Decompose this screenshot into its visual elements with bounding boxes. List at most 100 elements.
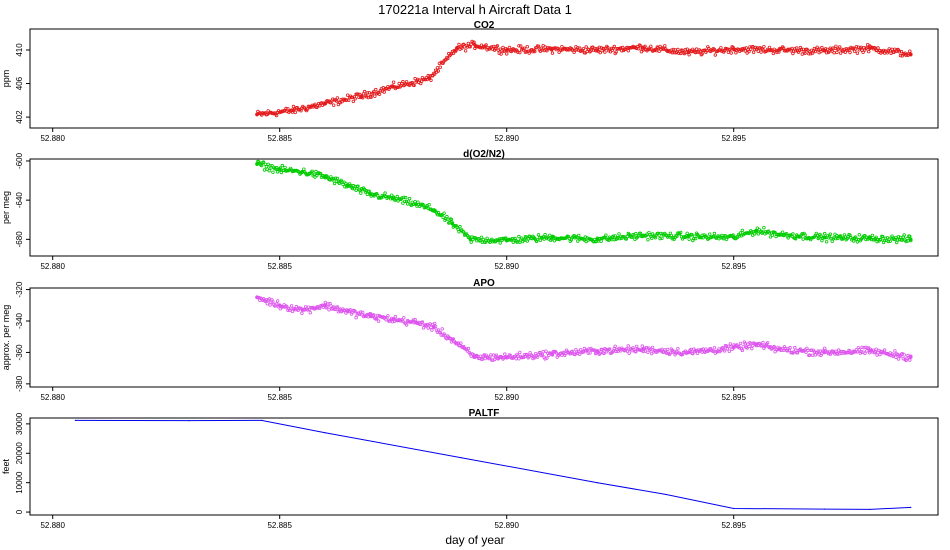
data-point (541, 350, 545, 354)
data-point (289, 304, 294, 308)
data-point (809, 52, 813, 56)
data-point (478, 354, 483, 358)
data-point (332, 181, 337, 186)
data-point (588, 351, 592, 355)
data-point (522, 46, 527, 50)
data-point (882, 348, 887, 352)
data-point (586, 351, 590, 355)
data-point (894, 235, 898, 240)
data-point (540, 352, 544, 357)
data-point (756, 49, 760, 53)
data-point (693, 236, 698, 241)
data-point (491, 44, 496, 49)
data-point (740, 228, 745, 233)
data-point (854, 45, 859, 49)
data-point (543, 232, 547, 237)
data-point (650, 345, 655, 350)
data-point (878, 352, 882, 357)
data-point (416, 77, 420, 82)
data-point (501, 45, 505, 50)
y-tick-label: 406 (15, 76, 24, 90)
data-point (505, 52, 509, 56)
data-point (372, 89, 376, 94)
data-point (904, 239, 908, 244)
data-point (466, 41, 471, 46)
data-point (482, 353, 486, 357)
data-anchor-point (777, 347, 781, 352)
data-point (404, 323, 409, 327)
data-point (428, 322, 432, 326)
data-point (274, 113, 279, 118)
data-point (563, 352, 568, 356)
data-point (524, 235, 529, 239)
data-point (653, 235, 658, 240)
data-point (712, 346, 717, 350)
data-point (343, 184, 347, 189)
data-point (738, 231, 743, 235)
data-point (401, 201, 405, 205)
data-point (479, 235, 484, 239)
data-point (463, 49, 468, 53)
data-anchor-point (432, 325, 436, 330)
x-tick-label: 52.895 (721, 262, 746, 271)
data-point (359, 310, 363, 314)
data-point (766, 341, 770, 345)
data-point (305, 107, 310, 111)
data-point (279, 170, 283, 175)
x-tick-label: 52.880 (40, 521, 65, 530)
data-point (665, 347, 670, 352)
data-anchor-point (504, 238, 509, 243)
data-point (606, 45, 610, 50)
x-tick-label: 52.890 (494, 134, 519, 143)
data-point (460, 457, 462, 459)
data-point (517, 357, 521, 361)
data-point (560, 45, 564, 49)
data-anchor-point (754, 342, 759, 347)
data-point (801, 237, 805, 241)
panel-title: CO2 (474, 20, 495, 31)
data-point (842, 47, 847, 52)
data-point (685, 47, 689, 51)
data-point (373, 94, 377, 98)
data-point (457, 42, 461, 47)
data-point (275, 299, 280, 303)
data-anchor-point (731, 235, 736, 240)
data-point (741, 345, 745, 349)
data-point (353, 309, 357, 314)
data-point (367, 90, 371, 95)
y-axis-label: ppm (1, 70, 11, 88)
x-tick-label: 52.895 (721, 521, 746, 530)
data-anchor-point (391, 196, 396, 201)
data-point (300, 311, 304, 315)
data-anchor-point (550, 235, 554, 240)
data-point (396, 85, 400, 89)
data-point (573, 352, 577, 357)
data-point (823, 508, 826, 510)
data-point (780, 230, 785, 234)
data-point (640, 344, 644, 348)
scatter-points (255, 39, 913, 118)
data-point (761, 48, 765, 52)
data-point (576, 239, 580, 243)
data-anchor-point (777, 48, 781, 52)
data-point (855, 350, 860, 354)
data-anchor-point (595, 48, 600, 52)
data-point (752, 232, 757, 236)
data-anchor-point (300, 308, 305, 312)
data-point (867, 49, 871, 54)
x-tick-label: 52.895 (721, 393, 746, 402)
plot-frame (29, 28, 939, 129)
x-tick-label: 52.880 (40, 134, 65, 143)
data-point (390, 193, 394, 197)
data-anchor-point (822, 235, 827, 240)
data-point (786, 236, 790, 240)
y-tick-label: -600 (15, 152, 24, 169)
data-point (834, 44, 838, 48)
data-anchor-point (391, 85, 396, 89)
data-anchor-point (450, 221, 455, 226)
x-tick-label: 52.880 (40, 262, 65, 271)
data-point (745, 346, 749, 350)
data-point (795, 46, 799, 50)
panel-1: d(O2/N2) 52.880 52.885 52.890 52.895 -600 -640… (1, 149, 939, 271)
data-point (359, 191, 363, 195)
